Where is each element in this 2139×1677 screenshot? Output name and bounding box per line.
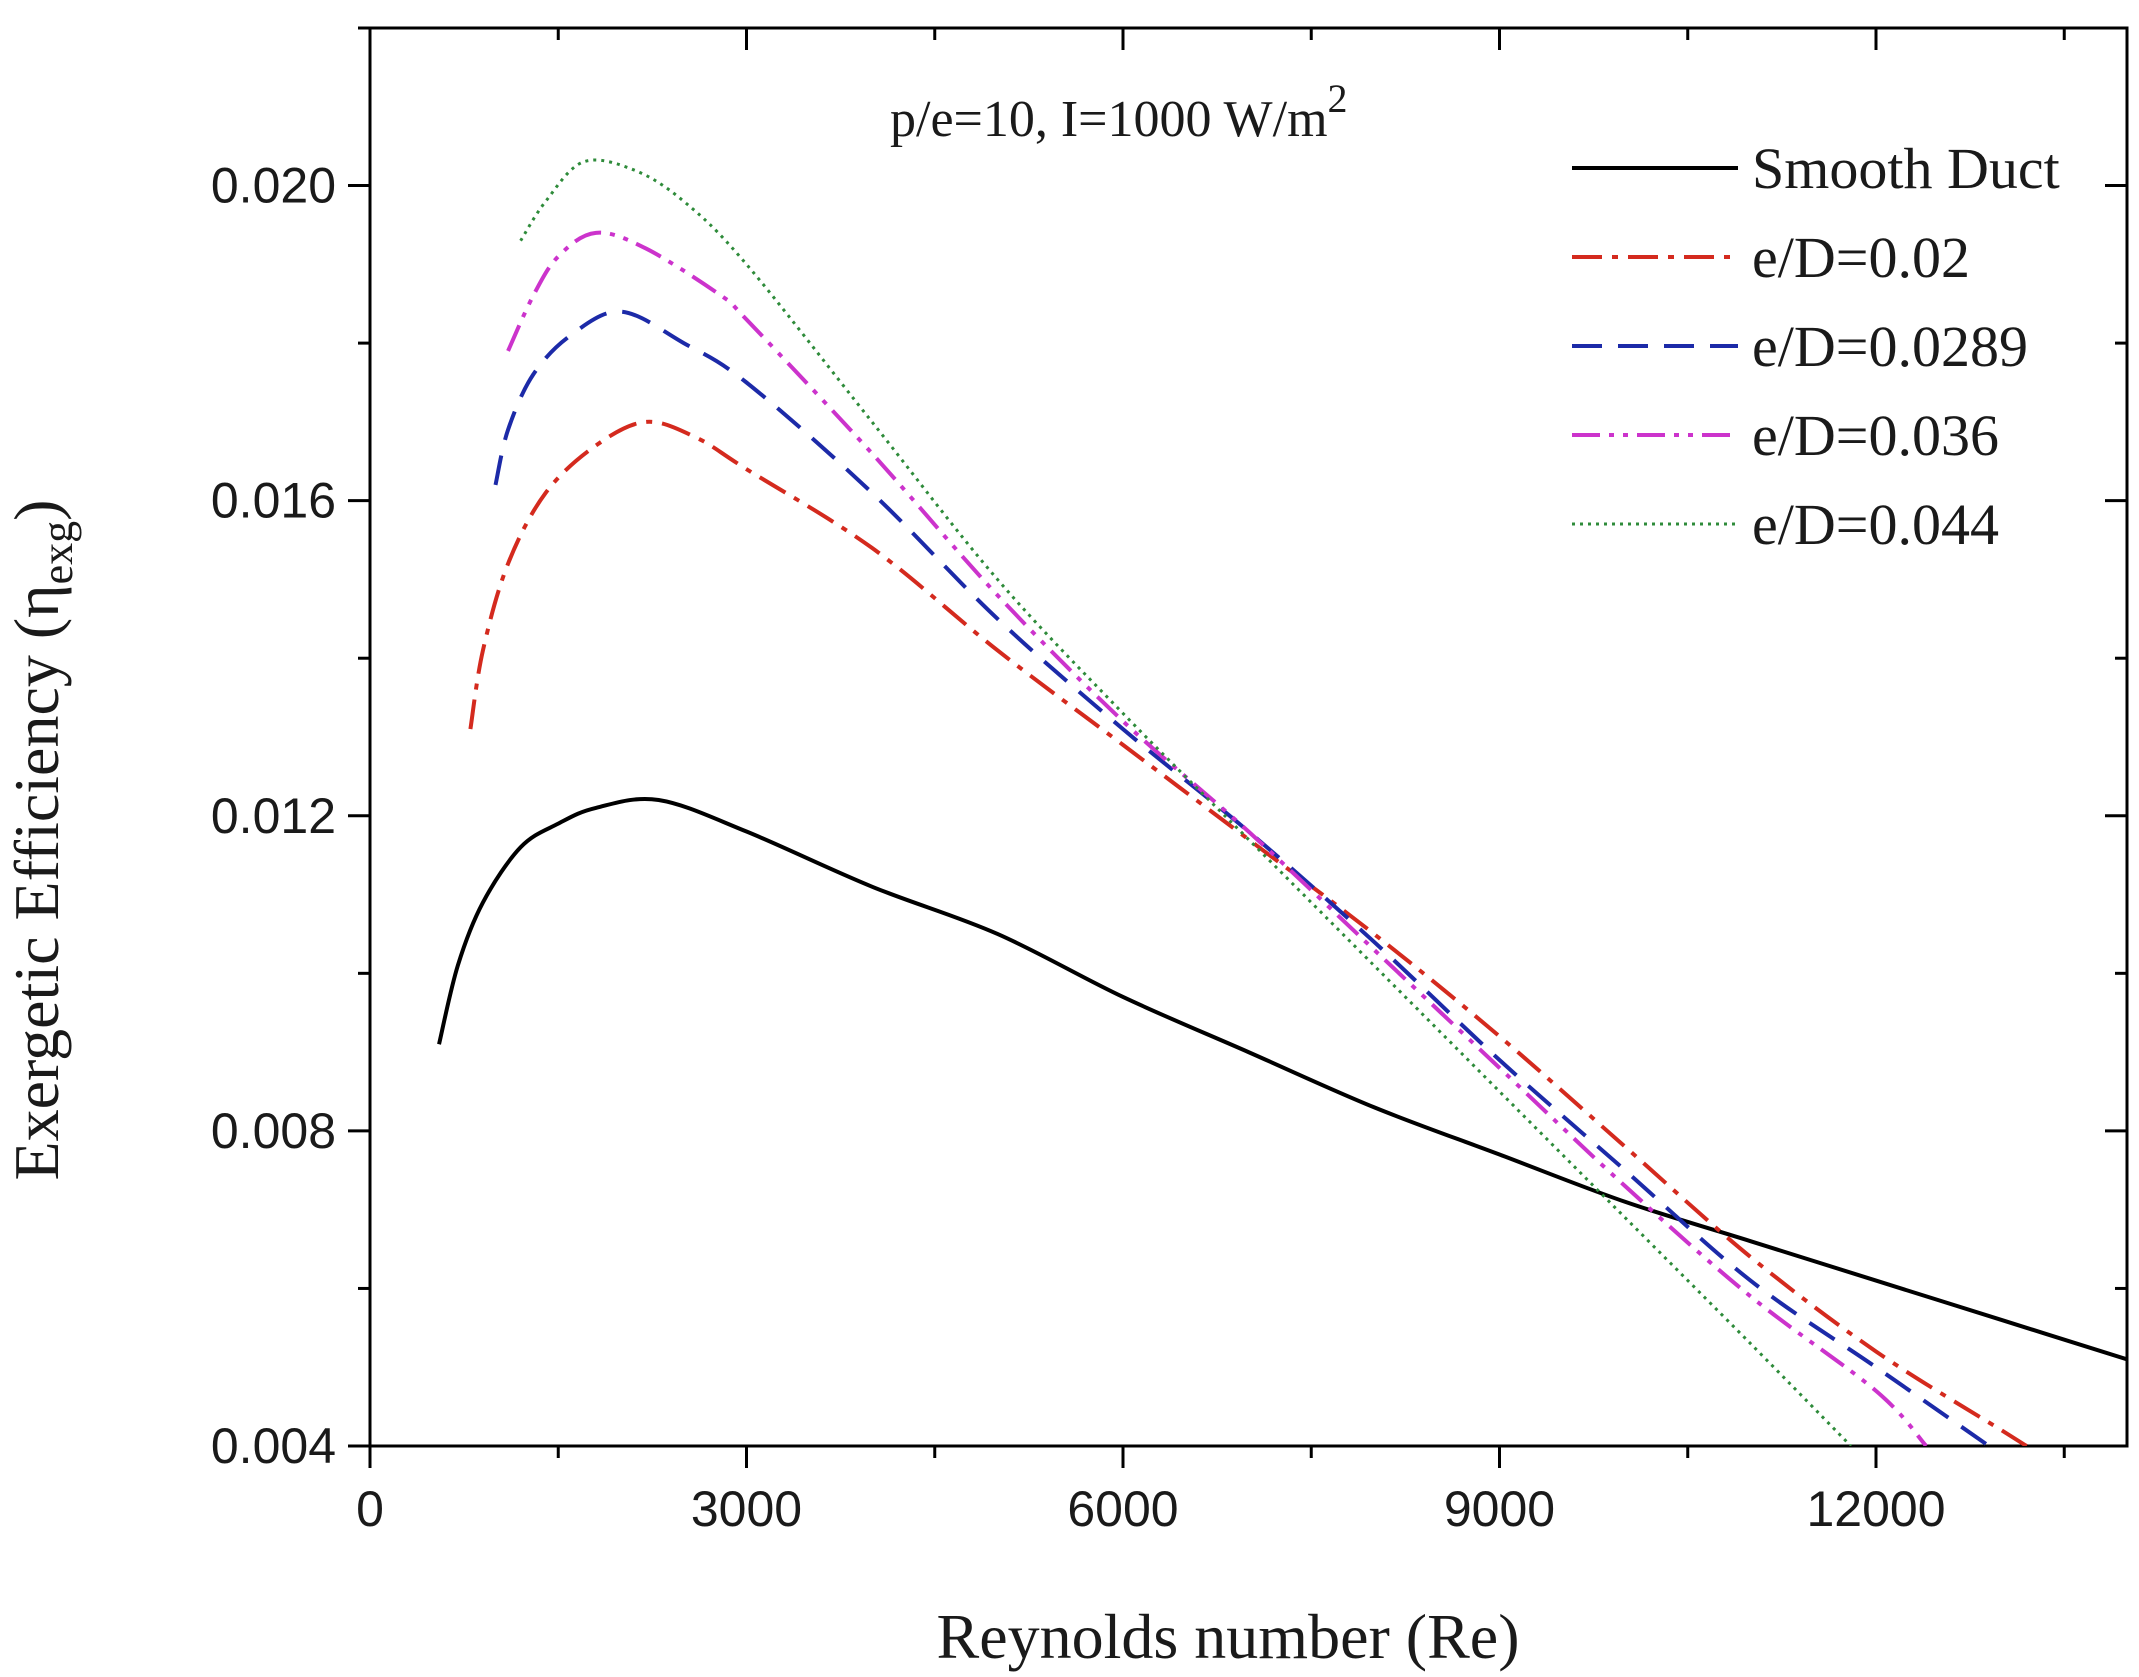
- y-tick-label: 0.020: [211, 158, 336, 214]
- y-tick-label: 0.016: [211, 473, 336, 529]
- chart-annotation: p/e=10, I=1000 W/m2: [890, 76, 1348, 148]
- plot-frame: [368, 26, 2129, 1448]
- x-tick-label: 9000: [1444, 1481, 1555, 1537]
- y-tick-label: 0.004: [211, 1418, 336, 1474]
- x-axis-title: Reynolds number (Re): [937, 1601, 1520, 1672]
- x-tick-label: 12000: [1806, 1481, 1945, 1537]
- y-tick-label: 0.008: [211, 1103, 336, 1159]
- legend-label-0: Smooth Duct: [1752, 136, 2060, 201]
- legend-label-4: e/D=0.044: [1752, 492, 1999, 557]
- series-line-4: [519, 158, 1852, 1446]
- series-lines: [437, 158, 2127, 1446]
- series-line-0: [437, 796, 2127, 1362]
- axes: [368, 26, 2129, 1448]
- y-axis-title: Exergetic Efficiency (ηexg): [1, 500, 82, 1181]
- series-line-3: [506, 230, 1928, 1446]
- legend: Smooth Duct e/D=0.02 e/D=0.0289 e/D=0.036 e/…: [1572, 136, 2060, 557]
- x-tick-label: 0: [356, 1481, 384, 1537]
- legend-label-3: e/D=0.036: [1752, 403, 1999, 468]
- legend-label-1: e/D=0.02: [1752, 225, 1970, 290]
- y-tick-label: 0.012: [211, 788, 336, 844]
- series-line-2: [493, 309, 1991, 1446]
- series-line-1: [468, 419, 2028, 1446]
- x-tick-label: 6000: [1067, 1481, 1178, 1537]
- legend-label-2: e/D=0.0289: [1752, 314, 2028, 379]
- ticks: 0 3000 6000 9000 12000 0.004 0.008 0.012 0.016 0.…: [211, 26, 2127, 1537]
- x-tick-label: 3000: [691, 1481, 802, 1537]
